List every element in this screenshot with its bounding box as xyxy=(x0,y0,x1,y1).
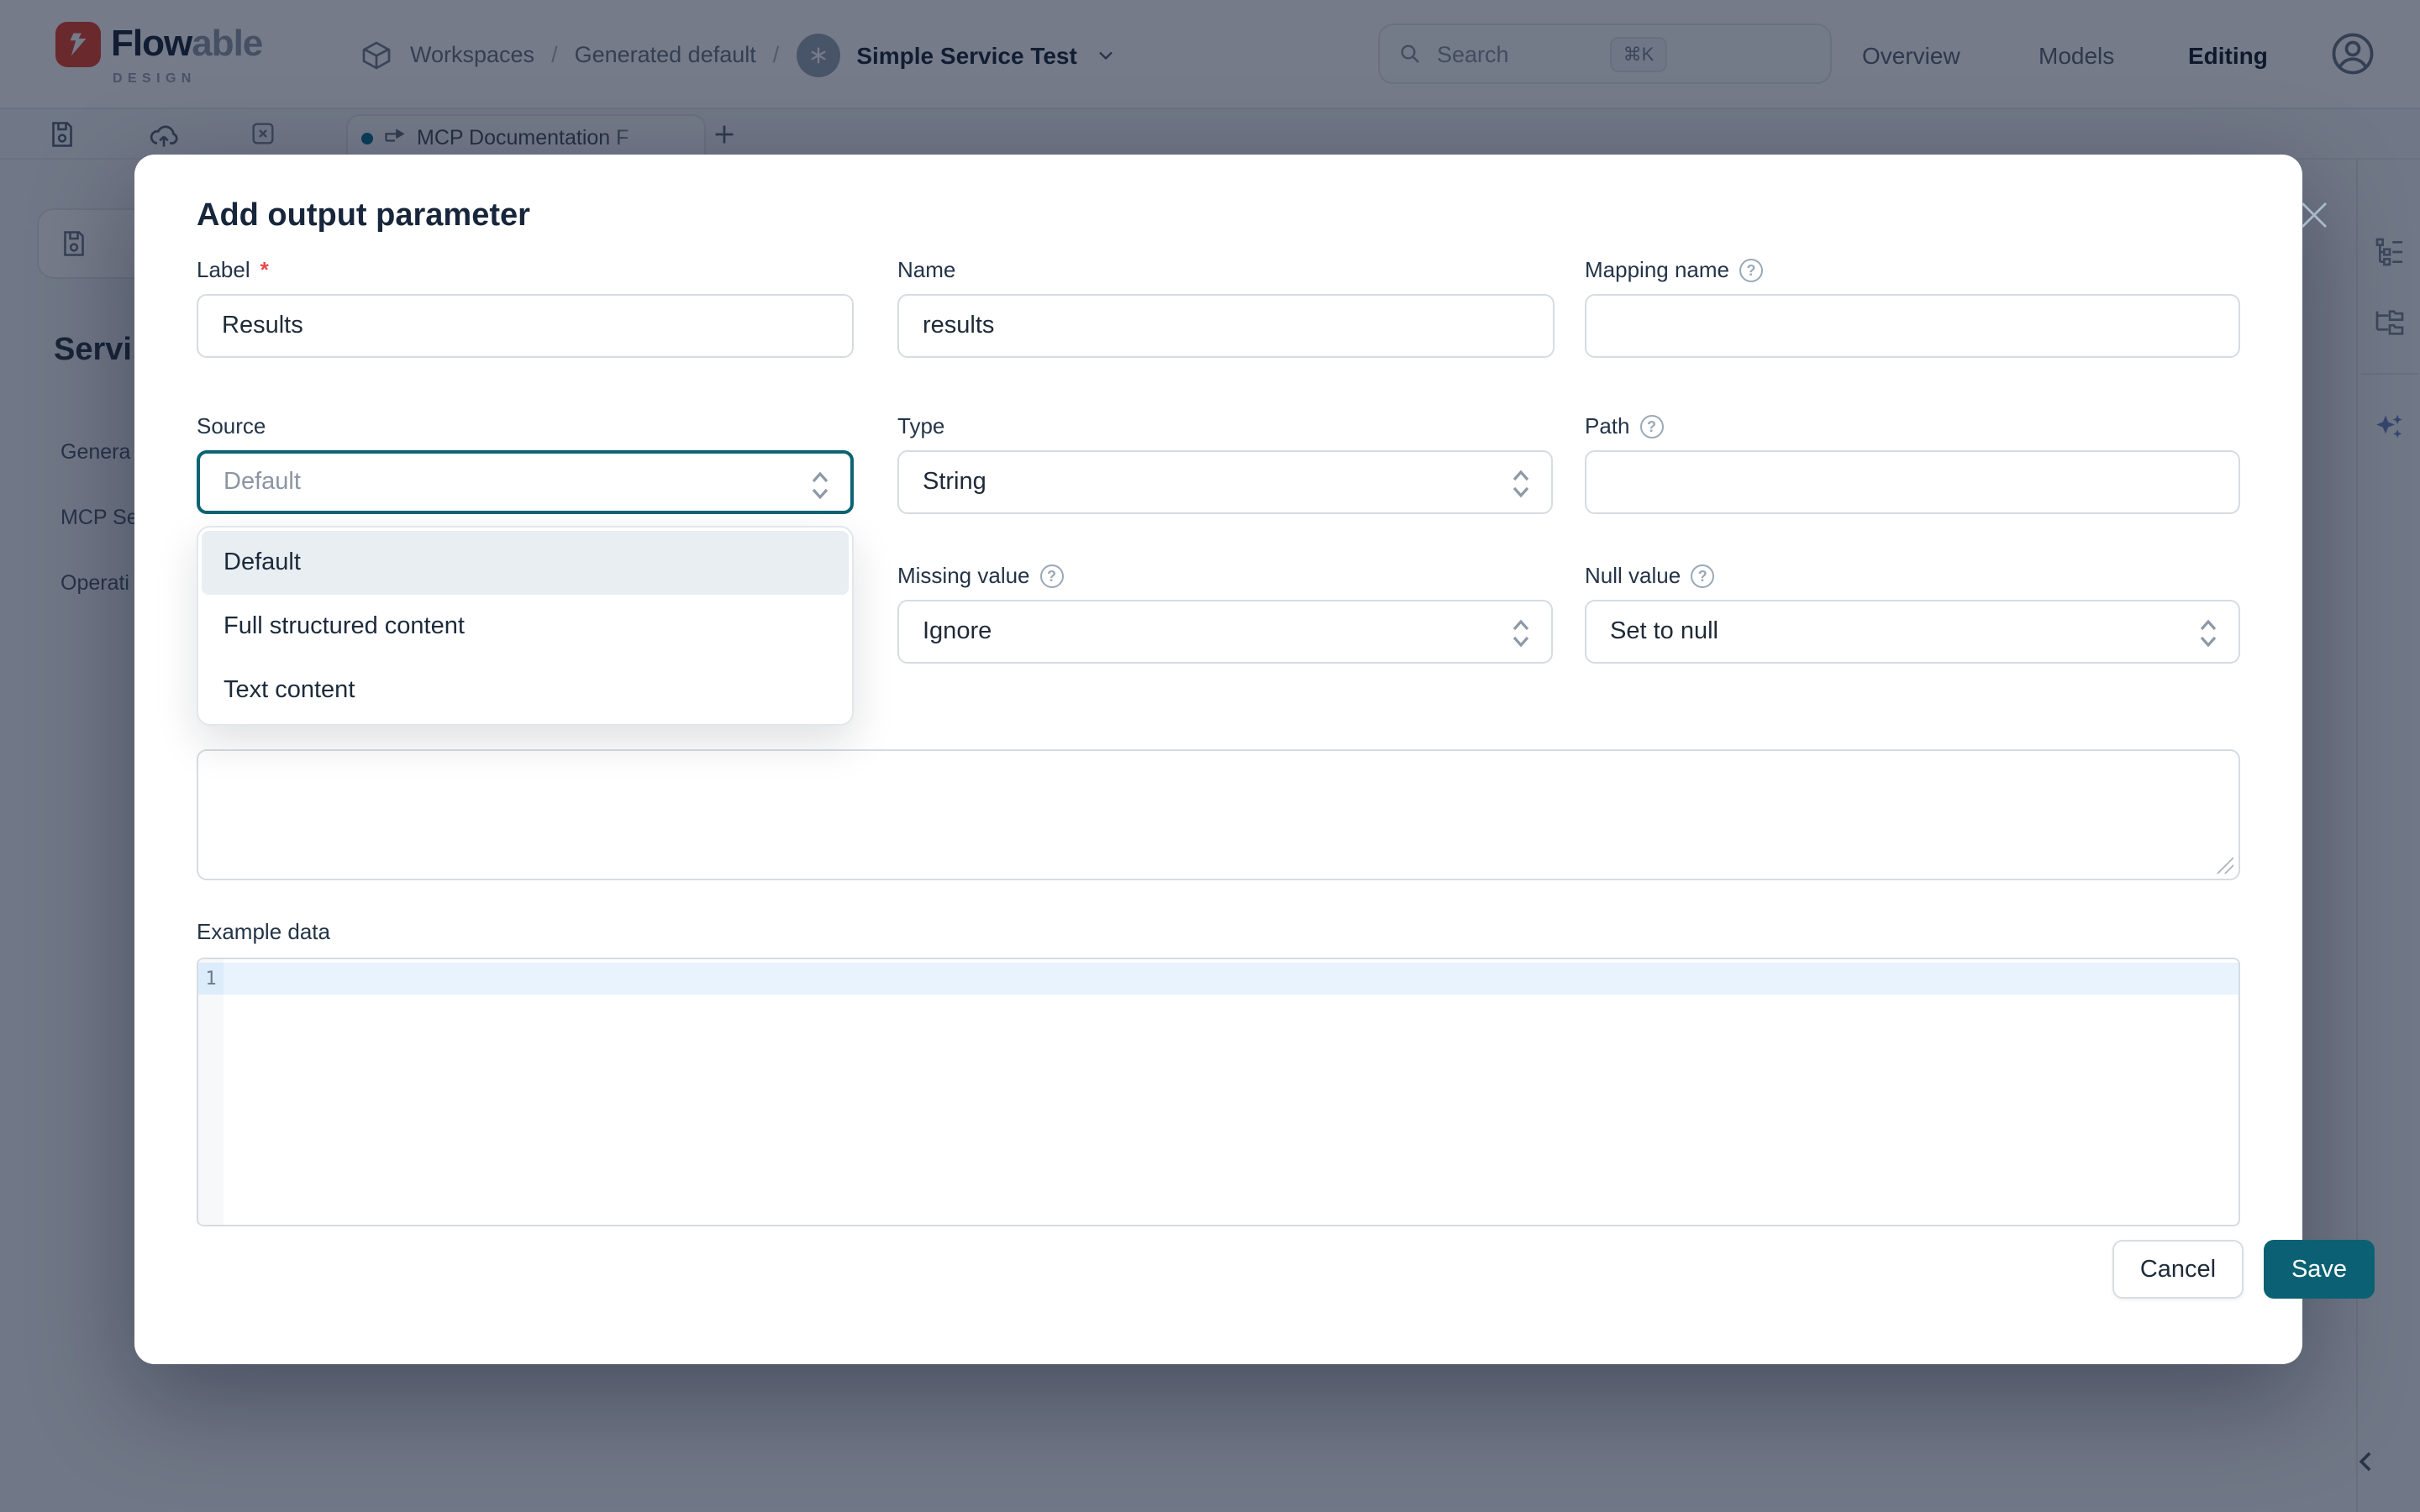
select-chevrons-icon xyxy=(1511,467,1531,507)
description-textarea[interactable] xyxy=(197,749,2240,880)
example-data-field-label: Example data xyxy=(197,919,330,944)
source-field-label: Source xyxy=(197,413,266,438)
help-icon[interactable]: ? xyxy=(1640,414,1664,438)
editor-line-number: 1 xyxy=(198,963,224,995)
help-icon[interactable]: ? xyxy=(1739,258,1763,281)
type-select[interactable]: String xyxy=(897,450,1553,514)
add-output-parameter-dialog: Add output parameter Label* Name Mapping… xyxy=(134,155,2302,1364)
app-root: Flowable DESIGN Workspaces / Generated d… xyxy=(0,0,2420,1512)
type-select-value: String xyxy=(923,469,986,496)
example-data-code-editor[interactable]: 1 xyxy=(197,958,2240,1226)
source-option-full-structured-content[interactable]: Full structured content xyxy=(202,595,849,659)
close-icon[interactable] xyxy=(2294,195,2334,235)
required-asterisk: * xyxy=(260,257,269,282)
path-field-label: Path ? xyxy=(1585,413,1664,438)
select-chevrons-icon xyxy=(1511,617,1531,657)
editor-active-line xyxy=(198,963,2238,995)
save-button[interactable]: Save xyxy=(2264,1240,2375,1299)
cancel-button[interactable]: Cancel xyxy=(2112,1240,2244,1299)
source-select-value: Default xyxy=(224,469,301,496)
dialog-title: Add output parameter xyxy=(197,198,530,235)
mapping-name-input[interactable] xyxy=(1585,294,2240,358)
mapping-name-field-label: Mapping name ? xyxy=(1585,257,1763,282)
help-icon[interactable]: ? xyxy=(1040,564,1064,587)
source-dropdown-menu: Default Full structured content Text con… xyxy=(197,526,854,726)
name-field-label: Name xyxy=(897,257,955,282)
name-input[interactable] xyxy=(897,294,1555,358)
null-value-select[interactable]: Set to null xyxy=(1585,600,2240,664)
source-select[interactable]: Default xyxy=(197,450,854,514)
source-option-default[interactable]: Default xyxy=(202,531,849,595)
help-icon[interactable]: ? xyxy=(1691,564,1714,587)
missing-value-select-value: Ignore xyxy=(923,618,992,645)
editor-gutter xyxy=(198,959,224,1225)
resize-grip-icon[interactable] xyxy=(2217,857,2233,874)
label-input[interactable] xyxy=(197,294,854,358)
null-value-select-value: Set to null xyxy=(1610,618,1718,645)
missing-value-field-label: Missing value ? xyxy=(897,563,1064,588)
source-option-text-content[interactable]: Text content xyxy=(202,659,849,722)
select-chevrons-icon xyxy=(2198,617,2218,657)
type-field-label: Type xyxy=(897,413,944,438)
path-input[interactable] xyxy=(1585,450,2240,514)
missing-value-select[interactable]: Ignore xyxy=(897,600,1553,664)
select-chevrons-icon xyxy=(810,469,830,509)
label-field-label: Label* xyxy=(197,257,269,282)
null-value-field-label: Null value ? xyxy=(1585,563,1714,588)
